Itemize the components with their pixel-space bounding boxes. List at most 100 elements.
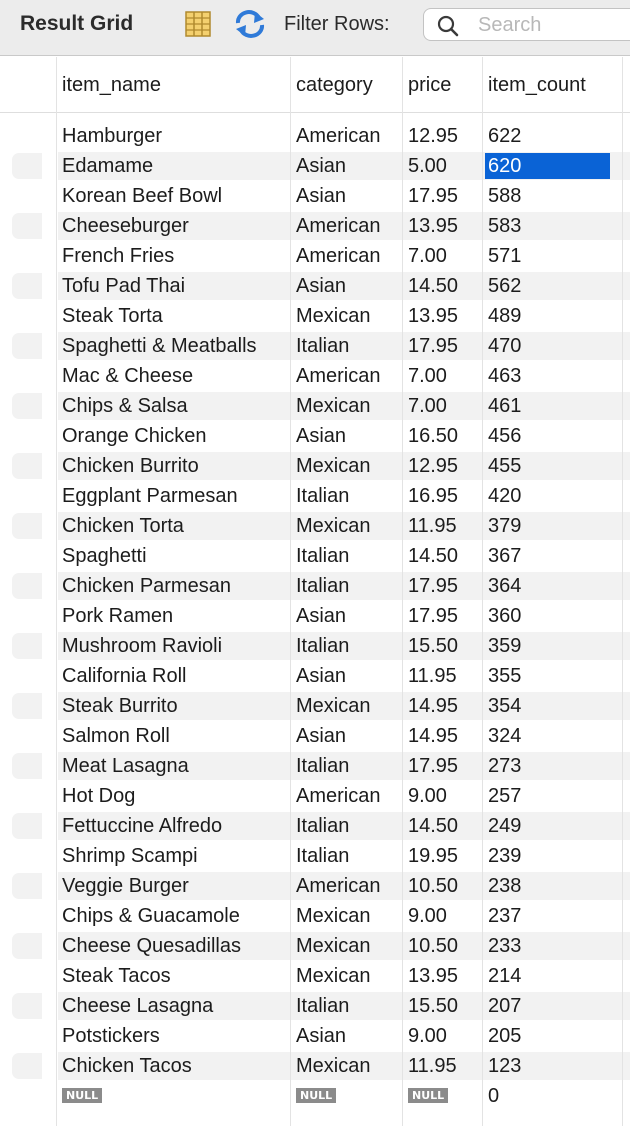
cell-category[interactable]: Asian	[296, 725, 347, 747]
table-row[interactable]: Chips & Salsa Mexican 7.00 461	[0, 391, 630, 421]
cell-price[interactable]: 14.95	[408, 695, 459, 717]
cell-price[interactable]: 10.50	[408, 935, 459, 957]
row-header[interactable]	[12, 753, 42, 779]
cell-item-name[interactable]: Chips & Salsa	[62, 395, 188, 417]
selected-cell[interactable]: 620	[485, 153, 610, 179]
cell-item-name[interactable]: Korean Beef Bowl	[62, 185, 223, 207]
table-row[interactable]: Edamame Asian 5.00 620	[0, 151, 630, 181]
row-header[interactable]	[12, 273, 42, 299]
cell-item-count[interactable]: 463	[488, 365, 522, 387]
cell-price[interactable]: 7.00	[408, 245, 447, 267]
table-row[interactable]: Chicken Torta Mexican 11.95 379	[0, 511, 630, 541]
cell-price[interactable]: 17.95	[408, 185, 459, 207]
column-header-category[interactable]: category	[296, 74, 373, 96]
cell-category[interactable]: Mexican	[296, 1055, 371, 1077]
cell-category[interactable]: Italian	[296, 995, 350, 1017]
cell-item-count[interactable]: 367	[488, 545, 522, 567]
cell-price[interactable]: 17.95	[408, 335, 459, 357]
cell-item-count[interactable]: 324	[488, 725, 522, 747]
table-row[interactable]: Chicken Parmesan Italian 17.95 364	[0, 571, 630, 601]
cell-category[interactable]: American	[296, 215, 381, 237]
table-row[interactable]: Fettuccine Alfredo Italian 14.50 249	[0, 811, 630, 841]
table-row[interactable]: Eggplant Parmesan Italian 16.95 420	[0, 481, 630, 511]
cell-item-count[interactable]: 257	[488, 785, 522, 807]
cell-price[interactable]: 17.95	[408, 755, 459, 777]
row-header[interactable]	[12, 153, 42, 179]
cell-item-count[interactable]: 238	[488, 875, 522, 897]
cell-item-name[interactable]: California Roll	[62, 665, 187, 687]
cell-item-count[interactable]: 456	[488, 425, 522, 447]
cell-category[interactable]: American	[296, 875, 381, 897]
table-row[interactable]: Meat Lasagna Italian 17.95 273	[0, 751, 630, 781]
cell-item-count[interactable]: 360	[488, 605, 522, 627]
cell-item-name[interactable]: French Fries	[62, 245, 175, 267]
refresh-icon[interactable]	[233, 9, 265, 39]
cell-category[interactable]: Italian	[296, 545, 350, 567]
cell-item-name[interactable]: Pork Ramen	[62, 605, 174, 627]
search-box[interactable]	[423, 8, 630, 41]
cell-price[interactable]: 16.95	[408, 485, 459, 507]
cell-item-name[interactable]: Chips & Guacamole	[62, 905, 240, 927]
cell-item-name[interactable]: Mushroom Ravioli	[62, 635, 223, 657]
cell-item-count[interactable]: 622	[488, 125, 522, 147]
cell-price[interactable]: 9.00	[408, 785, 447, 807]
cell-item-count[interactable]: 237	[488, 905, 522, 927]
cell-item-name[interactable]: Meat Lasagna	[62, 755, 189, 777]
cell-item-name[interactable]: Cheese Quesadillas	[62, 935, 241, 957]
cell-item-count[interactable]: 562	[488, 275, 522, 297]
column-header-item-count[interactable]: item_count	[488, 74, 586, 96]
table-row[interactable]: Steak Tacos Mexican 13.95 214	[0, 961, 630, 991]
cell-item-name[interactable]: Veggie Burger	[62, 875, 189, 897]
row-header[interactable]	[12, 813, 42, 839]
cell-category[interactable]: Mexican	[296, 965, 371, 987]
cell-price[interactable]: 14.50	[408, 545, 459, 567]
table-row[interactable]: Cheese Lasagna Italian 15.50 207	[0, 991, 630, 1021]
table-row[interactable]: Mac & Cheese American 7.00 463	[0, 361, 630, 391]
cell-item-count[interactable]: 249	[488, 815, 522, 837]
cell-item-name[interactable]: Cheese Lasagna	[62, 995, 214, 1017]
cell-price[interactable]: 9.00	[408, 1025, 447, 1047]
cell-item-name[interactable]: Spaghetti	[62, 545, 147, 567]
table-row[interactable]: Mushroom Ravioli Italian 15.50 359	[0, 631, 630, 661]
table-row[interactable]: Orange Chicken Asian 16.50 456	[0, 421, 630, 451]
grid-view-icon[interactable]	[183, 9, 213, 39]
cell-price[interactable]: NULL	[408, 1081, 449, 1111]
cell-price[interactable]: 13.95	[408, 965, 459, 987]
table-row[interactable]: Spaghetti & Meatballs Italian 17.95 470	[0, 331, 630, 361]
cell-item-count[interactable]: 455	[488, 455, 522, 477]
table-row[interactable]: Steak Torta Mexican 13.95 489	[0, 301, 630, 331]
cell-category[interactable]: Mexican	[296, 905, 371, 927]
table-row[interactable]: Chips & Guacamole Mexican 9.00 237	[0, 901, 630, 931]
table-row[interactable]: NULL NULL NULL 0	[0, 1081, 630, 1111]
column-header-price[interactable]: price	[408, 74, 452, 96]
cell-price[interactable]: 12.95	[408, 455, 459, 477]
cell-price[interactable]: 14.95	[408, 725, 459, 747]
cell-category[interactable]: American	[296, 785, 381, 807]
cell-item-name[interactable]: Mac & Cheese	[62, 365, 194, 387]
cell-price[interactable]: 15.50	[408, 995, 459, 1017]
cell-category[interactable]: Mexican	[296, 455, 371, 477]
cell-item-name[interactable]: Fettuccine Alfredo	[62, 815, 223, 837]
cell-category[interactable]: American	[296, 365, 381, 387]
cell-price[interactable]: 11.95	[408, 665, 457, 687]
cell-item-count[interactable]: 239	[488, 845, 522, 867]
row-header[interactable]	[12, 993, 42, 1019]
row-header[interactable]	[12, 393, 42, 419]
cell-price[interactable]: 14.50	[408, 815, 459, 837]
table-row[interactable]: Hot Dog American 9.00 257	[0, 781, 630, 811]
cell-item-count[interactable]: 233	[488, 935, 522, 957]
column-header-item-name[interactable]: item_name	[62, 74, 161, 96]
cell-item-count[interactable]: 205	[488, 1025, 522, 1047]
cell-category[interactable]: Mexican	[296, 305, 371, 327]
cell-category[interactable]: Asian	[296, 185, 347, 207]
cell-item-count[interactable]: 214	[488, 965, 522, 987]
cell-item-name[interactable]: Shrimp Scampi	[62, 845, 198, 867]
cell-item-name[interactable]: Chicken Burrito	[62, 455, 199, 477]
cell-price[interactable]: 17.95	[408, 605, 459, 627]
cell-price[interactable]: 15.50	[408, 635, 459, 657]
table-row[interactable]: Hamburger American 12.95 622	[0, 121, 630, 151]
cell-price[interactable]: 11.95	[408, 515, 457, 537]
table-row[interactable]: Spaghetti Italian 14.50 367	[0, 541, 630, 571]
cell-item-count[interactable]: 420	[488, 485, 522, 507]
cell-item-name[interactable]: Tofu Pad Thai	[62, 275, 186, 297]
